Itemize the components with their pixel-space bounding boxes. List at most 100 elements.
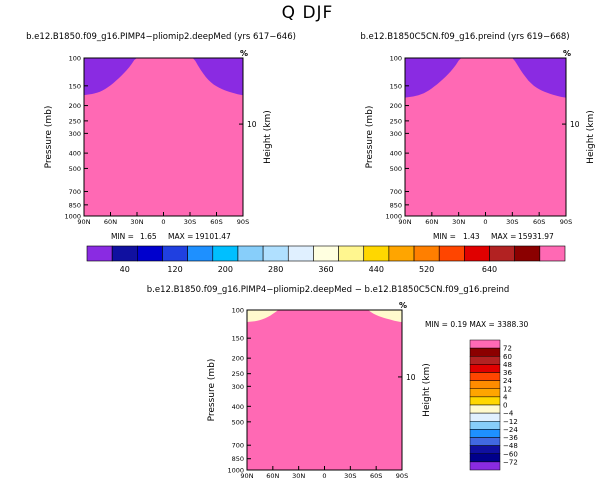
colorbar-top-box xyxy=(514,245,541,262)
colorbar-top-box xyxy=(212,245,239,262)
panel-2-min-label: MIN = xyxy=(433,232,456,241)
y-axis-label-right: Height (km) xyxy=(586,110,596,164)
y-tick-label: 200 xyxy=(69,102,81,110)
y-tick-label: 400 xyxy=(390,150,402,158)
colorbar-top-label: 280 xyxy=(268,265,283,274)
colorbar-top-box xyxy=(539,245,566,262)
y-tick-label: 150 xyxy=(69,82,81,90)
x-tick-label: 90N xyxy=(77,218,90,226)
colorbar-diff-label: 60 xyxy=(503,353,512,361)
colorbar-top-box xyxy=(262,245,289,262)
right-tick-label: 10 xyxy=(406,373,416,382)
colorbar-diff-label: −24 xyxy=(503,426,518,434)
x-tick-label: 0 xyxy=(483,218,487,226)
x-tick-label: 90N xyxy=(240,472,253,480)
x-tick-label: 30S xyxy=(506,218,518,226)
colorbar-diff-box xyxy=(469,437,501,446)
y-tick-label: 300 xyxy=(69,130,81,138)
panel-1-max: 19101.47 xyxy=(195,232,231,241)
y-axis-label-right: Height (km) xyxy=(263,110,273,164)
main-title: Q DJF xyxy=(281,3,334,23)
right-unit-label: % xyxy=(240,49,248,58)
colorbar-diff-box xyxy=(469,372,501,381)
x-tick-label: 60N xyxy=(425,218,438,226)
x-tick-label: 90S xyxy=(396,472,408,480)
colorbar-top-label: 440 xyxy=(369,265,384,274)
panel-1-max-label: MAX = xyxy=(168,232,193,241)
x-tick-label: 0 xyxy=(322,472,326,480)
y-tick-label: 1000 xyxy=(227,467,244,475)
y-tick-label: 700 xyxy=(69,188,81,196)
colorbar-diff-label: −4 xyxy=(503,410,514,418)
y-tick-label: 150 xyxy=(232,335,244,343)
y-tick-label: 100 xyxy=(232,307,244,315)
panel-1-min-label: MIN = xyxy=(111,232,134,241)
colorbar-top-label: 40 xyxy=(120,265,130,274)
colorbar-diff-label: 12 xyxy=(503,385,512,393)
colorbar-top-label: 200 xyxy=(218,265,233,274)
colorbar-diff-label: 48 xyxy=(503,361,512,369)
colorbar-diff-box xyxy=(469,364,501,373)
y-tick-label: 200 xyxy=(390,102,402,110)
panel-2-title: b.e12.B1850C5CN.f09_g16.preind (yrs 619−… xyxy=(360,32,569,42)
y-tick-label: 150 xyxy=(390,82,402,90)
colorbar-top-box xyxy=(464,245,490,262)
y-tick-label: 1000 xyxy=(64,213,81,221)
contour-band xyxy=(405,58,566,216)
colorbar-top-box xyxy=(237,245,264,262)
colorbar-diff-box xyxy=(469,412,501,422)
y-tick-label: 850 xyxy=(69,201,81,209)
colorbar-top-box xyxy=(363,245,390,262)
right-tick-label: 10 xyxy=(247,120,257,129)
colorbar-diff-box xyxy=(469,429,501,438)
x-tick-label: 60N xyxy=(266,472,279,480)
colorbar-diff-box xyxy=(469,388,501,398)
colorbar-diff-box xyxy=(469,461,501,471)
y-tick-label: 200 xyxy=(232,355,244,363)
colorbar-diff-label: −60 xyxy=(503,450,518,458)
x-tick-label: 30S xyxy=(184,218,196,226)
panel-2-max: 15931.97 xyxy=(518,232,554,241)
y-axis-label-right: Height (km) xyxy=(422,363,432,417)
colorbar-diff-box xyxy=(469,453,501,463)
colorbar-top-box xyxy=(137,245,163,262)
contour-band xyxy=(84,58,243,216)
y-axis-label: Pressure (mb) xyxy=(207,359,217,422)
colorbar-diff-label: −48 xyxy=(503,442,518,450)
x-tick-label: 0 xyxy=(161,218,165,226)
colorbar-diff-label: 0 xyxy=(503,402,507,410)
colorbar-diff-box xyxy=(469,404,501,414)
panel-3-title: b.e12.B1850.f09_g16.PIMP4−pliomip2.deepM… xyxy=(147,285,510,295)
colorbar-diff-label: −12 xyxy=(503,418,518,426)
y-tick-label: 300 xyxy=(390,130,402,138)
y-tick-label: 500 xyxy=(232,418,244,426)
colorbar-diff-box xyxy=(469,445,501,454)
y-tick-label: 100 xyxy=(69,55,81,63)
x-tick-label: 90S xyxy=(560,218,572,226)
panel-2-max-label: MAX = xyxy=(491,232,516,241)
colorbar-top-label: 360 xyxy=(318,265,333,274)
colorbar-diff-box xyxy=(469,380,501,389)
x-tick-label: 60S xyxy=(533,218,545,226)
y-tick-label: 1000 xyxy=(385,213,402,221)
y-tick-label: 850 xyxy=(390,201,402,209)
colorbar-top-label: 120 xyxy=(167,265,182,274)
x-tick-label: 60S xyxy=(370,472,382,480)
colorbar-top-box xyxy=(187,245,214,262)
colorbar-top-box xyxy=(287,245,314,262)
x-tick-label: 30S xyxy=(344,472,356,480)
colorbar-top-label: 520 xyxy=(419,265,434,274)
colorbar-top-box xyxy=(388,245,415,262)
colorbar-top-box xyxy=(313,245,339,262)
x-tick-label: 60N xyxy=(104,218,117,226)
y-tick-label: 700 xyxy=(232,442,244,450)
panel-2-min: 1.43 xyxy=(463,232,480,241)
colorbar-diff-box xyxy=(469,396,501,406)
y-tick-label: 250 xyxy=(232,370,244,378)
colorbar-top-box xyxy=(111,245,138,262)
y-tick-label: 700 xyxy=(390,188,402,196)
right-unit-label: % xyxy=(399,301,407,310)
